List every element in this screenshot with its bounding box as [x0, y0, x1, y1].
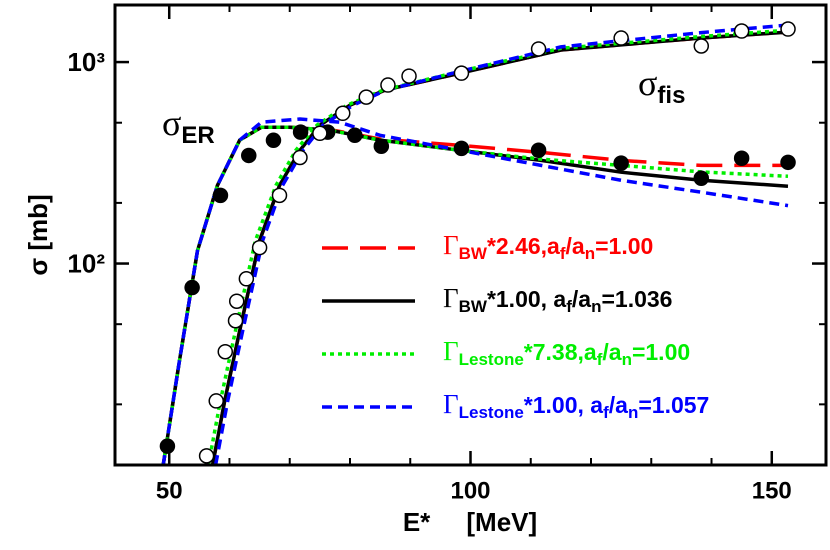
legend-label-part: /a	[566, 233, 585, 259]
data-point	[292, 124, 309, 140]
data-point	[613, 155, 629, 171]
data-point	[453, 65, 470, 81]
legend-label-part: Lestone	[459, 403, 524, 422]
legend-label-part: *7.38,a	[524, 339, 597, 365]
x-tick-label: 150	[752, 477, 792, 504]
data-point	[228, 293, 245, 309]
data-point	[733, 150, 750, 167]
legend-label-part: n	[585, 244, 595, 263]
data-point	[265, 132, 282, 149]
legend-label-part: Γ	[443, 336, 459, 366]
data-point	[613, 30, 629, 46]
legend-label-part: =1.036	[601, 286, 672, 312]
data-point	[312, 125, 328, 142]
data-point	[530, 41, 547, 57]
data-point	[159, 438, 176, 454]
data-point	[292, 149, 308, 166]
model-curve	[161, 23, 789, 466]
legend-label-part: =1.00	[632, 339, 690, 365]
legend-label-part: *1.00, a	[524, 392, 603, 418]
legend-label-part: *2.46,a	[487, 233, 560, 259]
data-point	[198, 448, 215, 464]
data-point	[373, 138, 390, 155]
y-tick-label: 10²	[67, 248, 105, 278]
x-tick-label: 100	[450, 477, 490, 504]
data-point	[380, 77, 396, 93]
legend-label-part: /a	[602, 339, 621, 365]
annotation-symbol: σ	[638, 63, 657, 103]
legend-label-part: Γ	[443, 283, 459, 313]
legend-label-part: f	[603, 403, 609, 422]
data-point	[733, 23, 750, 39]
data-point	[530, 142, 547, 159]
legend-label: ΓBW*1.00, af/an=1.036	[443, 283, 672, 316]
legend-label-part: /a	[572, 286, 591, 312]
legend-label-part: /a	[609, 392, 628, 418]
data-point	[208, 393, 224, 409]
data-point	[780, 21, 796, 37]
annotation: σfis	[638, 63, 685, 109]
legend-label-part: f	[560, 244, 566, 263]
legend-label: ΓBW*2.46,af/an=1.00	[443, 230, 653, 263]
legend-label: ΓLestone*1.00, af/an=1.057	[443, 389, 709, 422]
data-point	[212, 187, 229, 204]
y-tick-label: 10³	[67, 47, 105, 77]
data-point	[453, 140, 470, 157]
data-point	[780, 154, 796, 171]
data-point	[271, 187, 288, 204]
legend-label-part: n	[622, 350, 632, 369]
x-axis-label: E* [MeV]	[403, 507, 537, 537]
legend-label-part: f	[597, 350, 603, 369]
data-point	[238, 271, 255, 287]
data-point	[184, 279, 200, 296]
data-point	[358, 89, 375, 105]
data-point	[347, 127, 363, 144]
legend-label-part: Γ	[443, 389, 459, 419]
data-point	[693, 170, 710, 187]
legend-label-part: n	[628, 403, 638, 422]
legend-label-part: =1.057	[638, 392, 709, 418]
data-point	[241, 147, 257, 164]
legend-label-part: f	[566, 297, 572, 316]
annotation: σER	[162, 103, 215, 149]
data-point	[217, 343, 234, 360]
annotation-sub: fis	[657, 82, 685, 109]
y-axis-label: σ [mb]	[23, 194, 53, 275]
legend-label-part: BW	[459, 297, 488, 316]
data-point	[335, 105, 351, 122]
legend-label-part: *1.00, a	[487, 286, 566, 312]
annotation-sub: ER	[181, 122, 214, 149]
legend-label-part: Lestone	[459, 350, 524, 369]
legend-label-part: n	[591, 297, 601, 316]
legend-label-part: Γ	[443, 230, 459, 260]
data-point	[401, 68, 417, 84]
data-point	[251, 239, 268, 256]
data-point	[693, 38, 710, 54]
annotation-symbol: σ	[162, 103, 181, 143]
x-tick-label: 50	[156, 477, 183, 504]
legend-label: ΓLestone*7.38,af/an=1.00	[443, 336, 690, 369]
legend-label-part: =1.00	[595, 233, 653, 259]
data-point	[227, 313, 244, 329]
legend-label-part: BW	[459, 244, 488, 263]
